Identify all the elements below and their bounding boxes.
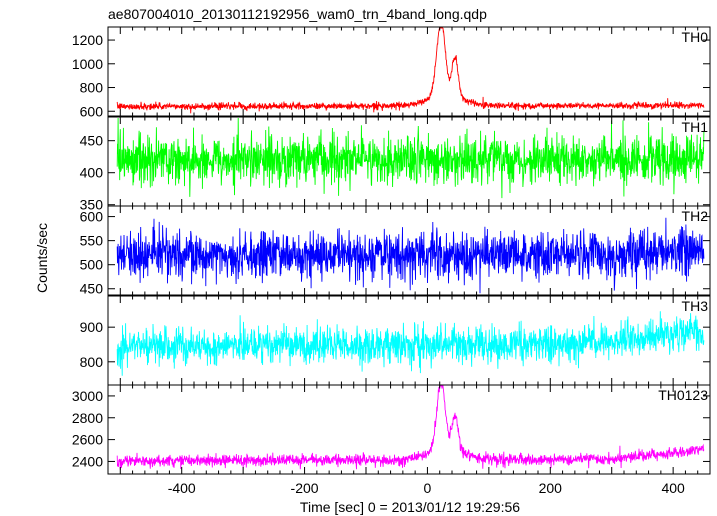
y-axis-label: Counts/sec xyxy=(34,223,50,293)
y-tick-label: 2800 xyxy=(72,410,103,426)
series-line-th0123 xyxy=(116,385,705,470)
x-tick-label: -400 xyxy=(168,480,196,496)
y-tick-label: 1200 xyxy=(72,32,103,48)
chart-title: ae807004010_20130112192956_wam0_trn_4ban… xyxy=(108,6,487,22)
y-tick-label: 800 xyxy=(80,80,104,96)
x-tick-label: 400 xyxy=(661,480,685,496)
panels: 600 800 1000 1200 TH0 350 400 450 TH1 450 500 550 60… xyxy=(72,26,711,496)
panel-th2: 450 500 550 600 TH2 xyxy=(80,205,711,297)
y-tick-label: 600 xyxy=(80,103,104,119)
y-tick-label: 550 xyxy=(80,233,104,249)
panel-frame xyxy=(107,26,711,117)
y-tick-label: 2600 xyxy=(72,432,103,448)
panel-label: TH3 xyxy=(682,298,709,314)
panel-th0: 600 800 1000 1200 TH0 xyxy=(72,26,711,119)
x-axis: -400 -200 0 200 400 xyxy=(168,480,685,496)
x-tick-label: 0 xyxy=(424,480,432,496)
series-line-th2 xyxy=(116,217,705,294)
series-line-th1 xyxy=(116,117,705,199)
panel-th3: 800 900 TH3 xyxy=(80,295,711,386)
panel-label: TH0 xyxy=(682,29,709,45)
series-line-th0 xyxy=(116,27,705,114)
panel-frame xyxy=(107,384,711,475)
y-tick-label: 450 xyxy=(80,133,104,149)
panel-label: TH1 xyxy=(682,119,709,135)
x-axis-label: Time [sec] 0 = 2013/01/12 19:29:56 xyxy=(300,499,520,515)
x-tick-label: 200 xyxy=(539,480,563,496)
y-tick-label: 800 xyxy=(80,354,104,370)
y-tick-label: 350 xyxy=(80,197,104,213)
y-tick-label: 450 xyxy=(80,281,104,297)
y-tick-label: 1000 xyxy=(72,56,103,72)
y-tick-label: 2400 xyxy=(72,453,103,469)
x-tick-label: -200 xyxy=(291,480,319,496)
y-tick-label: 500 xyxy=(80,257,104,273)
y-tick-label: 900 xyxy=(80,319,104,335)
panel-label: TH2 xyxy=(682,208,709,224)
panel-th1: 350 400 450 TH1 xyxy=(80,116,711,213)
panel-th0123: 2400 2600 2800 3000 TH0123 xyxy=(72,384,711,475)
series-line-th3 xyxy=(116,311,705,376)
panel-label: TH0123 xyxy=(658,387,708,403)
y-tick-label: 400 xyxy=(80,165,104,181)
panel-frame xyxy=(107,205,711,296)
y-tick-label: 600 xyxy=(80,209,104,225)
y-tick-label: 3000 xyxy=(72,388,103,404)
